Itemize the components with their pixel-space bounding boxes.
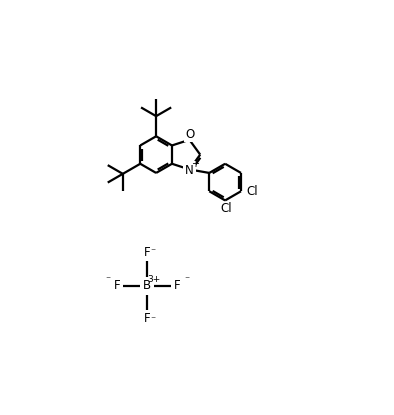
Text: ⁻: ⁻	[150, 247, 155, 257]
Text: B: B	[143, 279, 151, 293]
Text: F: F	[114, 279, 121, 293]
Text: 3+: 3+	[147, 275, 160, 284]
Text: O: O	[185, 128, 194, 141]
Text: Cl: Cl	[247, 185, 258, 198]
Text: ⁻: ⁻	[184, 276, 189, 286]
Text: ⁻: ⁻	[150, 315, 155, 325]
Text: N: N	[185, 164, 194, 176]
Text: Cl: Cl	[220, 202, 232, 215]
Text: ⁻: ⁻	[106, 276, 111, 286]
Text: F: F	[144, 247, 150, 259]
Text: +: +	[191, 159, 199, 169]
Text: F: F	[173, 279, 180, 293]
Text: F: F	[144, 312, 150, 325]
